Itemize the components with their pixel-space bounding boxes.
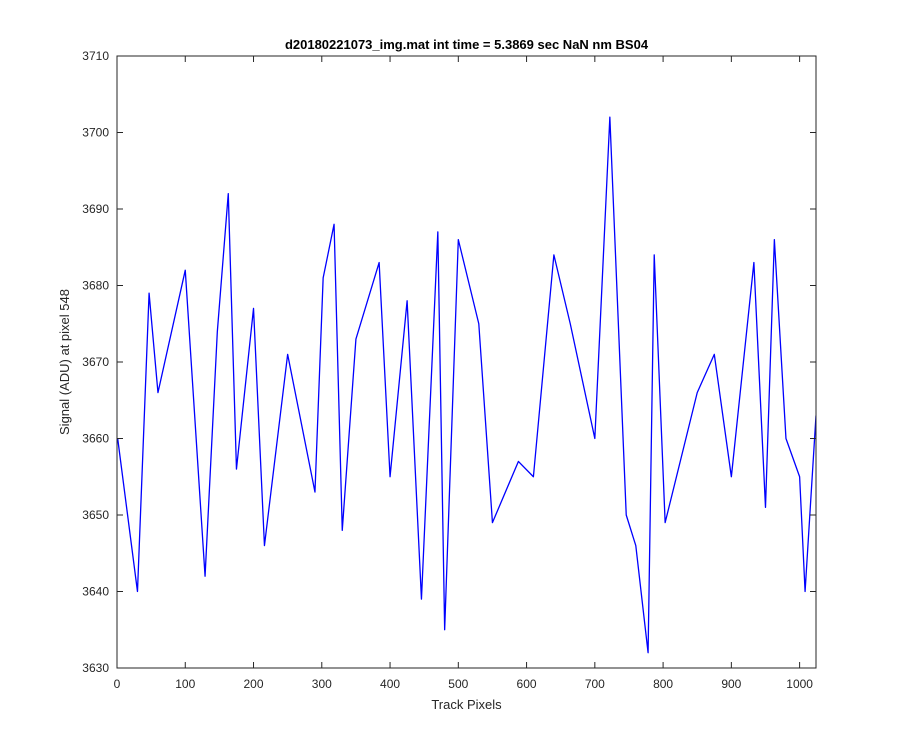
y-axis-label: Signal (ADU) at pixel 548 — [57, 289, 72, 435]
series-layer — [117, 116, 816, 654]
series-line-0 — [117, 116, 816, 654]
y-axis: 3630 3640 3650 3660 3670 3680 3690 3700 3710 — [82, 49, 816, 675]
x-tick-label: 700 — [585, 677, 605, 691]
chart-title: d20180221073_img.mat int time = 5.3869 s… — [285, 37, 649, 52]
y-tick-label: 3640 — [82, 585, 109, 599]
x-tick-label: 1000 — [786, 677, 813, 691]
x-tick-label: 100 — [175, 677, 195, 691]
x-tick-label: 400 — [380, 677, 400, 691]
y-tick-label: 3700 — [82, 126, 109, 140]
x-tick-label: 500 — [448, 677, 468, 691]
y-tick-label: 3630 — [82, 661, 109, 675]
y-tick-label: 3690 — [82, 202, 109, 216]
x-tick-label: 300 — [312, 677, 332, 691]
x-tick-label: 900 — [721, 677, 741, 691]
y-tick-label: 3710 — [82, 49, 109, 63]
y-tick-label: 3660 — [82, 432, 109, 446]
y-tick-label: 3670 — [82, 355, 109, 369]
x-tick-label: 800 — [653, 677, 673, 691]
y-tick-label: 3650 — [82, 508, 109, 522]
x-axis: 0 100 200 300 400 500 600 700 800 900 1000 — [114, 56, 813, 691]
x-axis-label: Track Pixels — [431, 697, 502, 712]
y-tick-label: 3680 — [82, 279, 109, 293]
x-tick-label: 200 — [244, 677, 264, 691]
x-tick-label: 600 — [517, 677, 537, 691]
x-tick-label: 0 — [114, 677, 121, 691]
